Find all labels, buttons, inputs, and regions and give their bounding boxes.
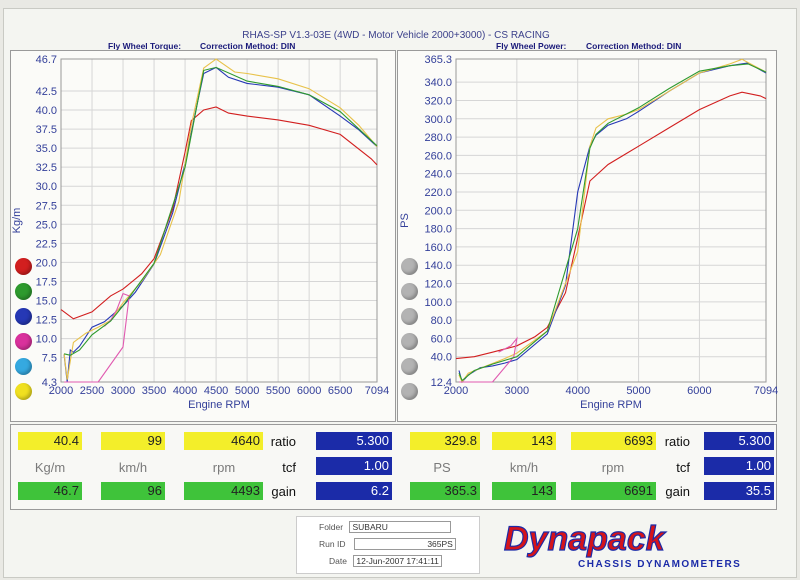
tcf2-label: tcf bbox=[676, 460, 690, 475]
speed-unit: km/h bbox=[118, 460, 148, 475]
grey-marker-5-icon[interactable] bbox=[401, 358, 418, 375]
torque-unit: Kg/m bbox=[34, 460, 66, 475]
rpm2-value: 6693 bbox=[571, 432, 656, 450]
rpm-unit: rpm bbox=[212, 460, 236, 475]
max-rpm2-value: 6691 bbox=[571, 482, 656, 500]
speed2-unit: km/h bbox=[509, 460, 539, 475]
right-correction-label: Correction Method: DIN bbox=[586, 41, 682, 51]
max-speed2-value: 143 bbox=[492, 482, 556, 500]
date-label: Date bbox=[329, 556, 347, 566]
sheet-title: RHAS-SP V1.3-03E (4WD - Motor Vehicle 20… bbox=[242, 30, 550, 41]
grey-marker-6-icon[interactable] bbox=[401, 383, 418, 400]
ratio-label: ratio bbox=[270, 434, 296, 449]
rpm-value: 4640 bbox=[184, 432, 263, 450]
tcf-value: 1.00 bbox=[316, 457, 392, 475]
right-chart-label: Fly Wheel Power: bbox=[496, 41, 567, 51]
max-torque-value: 46.7 bbox=[18, 482, 82, 500]
speed2-value: 143 bbox=[492, 432, 556, 450]
pink-marker-icon[interactable] bbox=[15, 333, 32, 350]
rpm2-unit: rpm bbox=[601, 460, 625, 475]
folder-label: Folder bbox=[319, 522, 344, 532]
gain-value: 6.2 bbox=[316, 482, 392, 500]
max-rpm-value: 4493 bbox=[184, 482, 263, 500]
gain2-value: 35.5 bbox=[704, 482, 774, 500]
max-speed-value: 96 bbox=[101, 482, 165, 500]
brand-name: Dynapack bbox=[504, 520, 667, 558]
runid-label: Run ID bbox=[319, 539, 346, 549]
grey-marker-1-icon[interactable] bbox=[401, 258, 418, 275]
red-marker-icon[interactable] bbox=[15, 258, 32, 275]
left-chart-label: Fly Wheel Torque: bbox=[108, 41, 182, 51]
left-correction-label: Correction Method: DIN bbox=[200, 41, 296, 51]
torque-panel bbox=[10, 50, 396, 422]
blue-marker-icon[interactable] bbox=[15, 308, 32, 325]
ratio-value: 5.300 bbox=[316, 432, 392, 450]
date-field: 12-Jun-2007 17:41:11 bbox=[353, 555, 442, 567]
speed-value: 99 bbox=[101, 432, 165, 450]
tcf-label: tcf bbox=[282, 460, 296, 475]
tcf2-value: 1.00 bbox=[704, 457, 774, 475]
ratio2-label: ratio bbox=[664, 434, 690, 449]
gain-label: gain bbox=[271, 484, 296, 499]
grey-marker-4-icon[interactable] bbox=[401, 333, 418, 350]
teal-marker-icon[interactable] bbox=[15, 358, 32, 375]
torque-value: 40.4 bbox=[18, 432, 82, 450]
grey-marker-3-icon[interactable] bbox=[401, 308, 418, 325]
brand-tagline: CHASSIS DYNAMOMETERS bbox=[578, 559, 741, 570]
folder-field: SUBARU bbox=[349, 521, 452, 533]
green-marker-icon[interactable] bbox=[15, 283, 32, 300]
grey-marker-2-icon[interactable] bbox=[401, 283, 418, 300]
power-unit: PS bbox=[433, 460, 451, 475]
power-panel bbox=[397, 50, 777, 422]
gain2-label: gain bbox=[665, 484, 690, 499]
runid-field: 365PS bbox=[353, 538, 456, 550]
power-value: 329.8 bbox=[410, 432, 480, 450]
run-info-box: Folder SUBARU Run ID 365PS Date 12-Jun-2… bbox=[296, 516, 480, 574]
dynapack-logo: Dynapack CHASSIS DYNAMOMETERS bbox=[503, 520, 741, 570]
max-power-value: 365.3 bbox=[410, 482, 480, 500]
ratio2-value: 5.300 bbox=[704, 432, 774, 450]
yellow-marker-icon[interactable] bbox=[15, 383, 32, 400]
